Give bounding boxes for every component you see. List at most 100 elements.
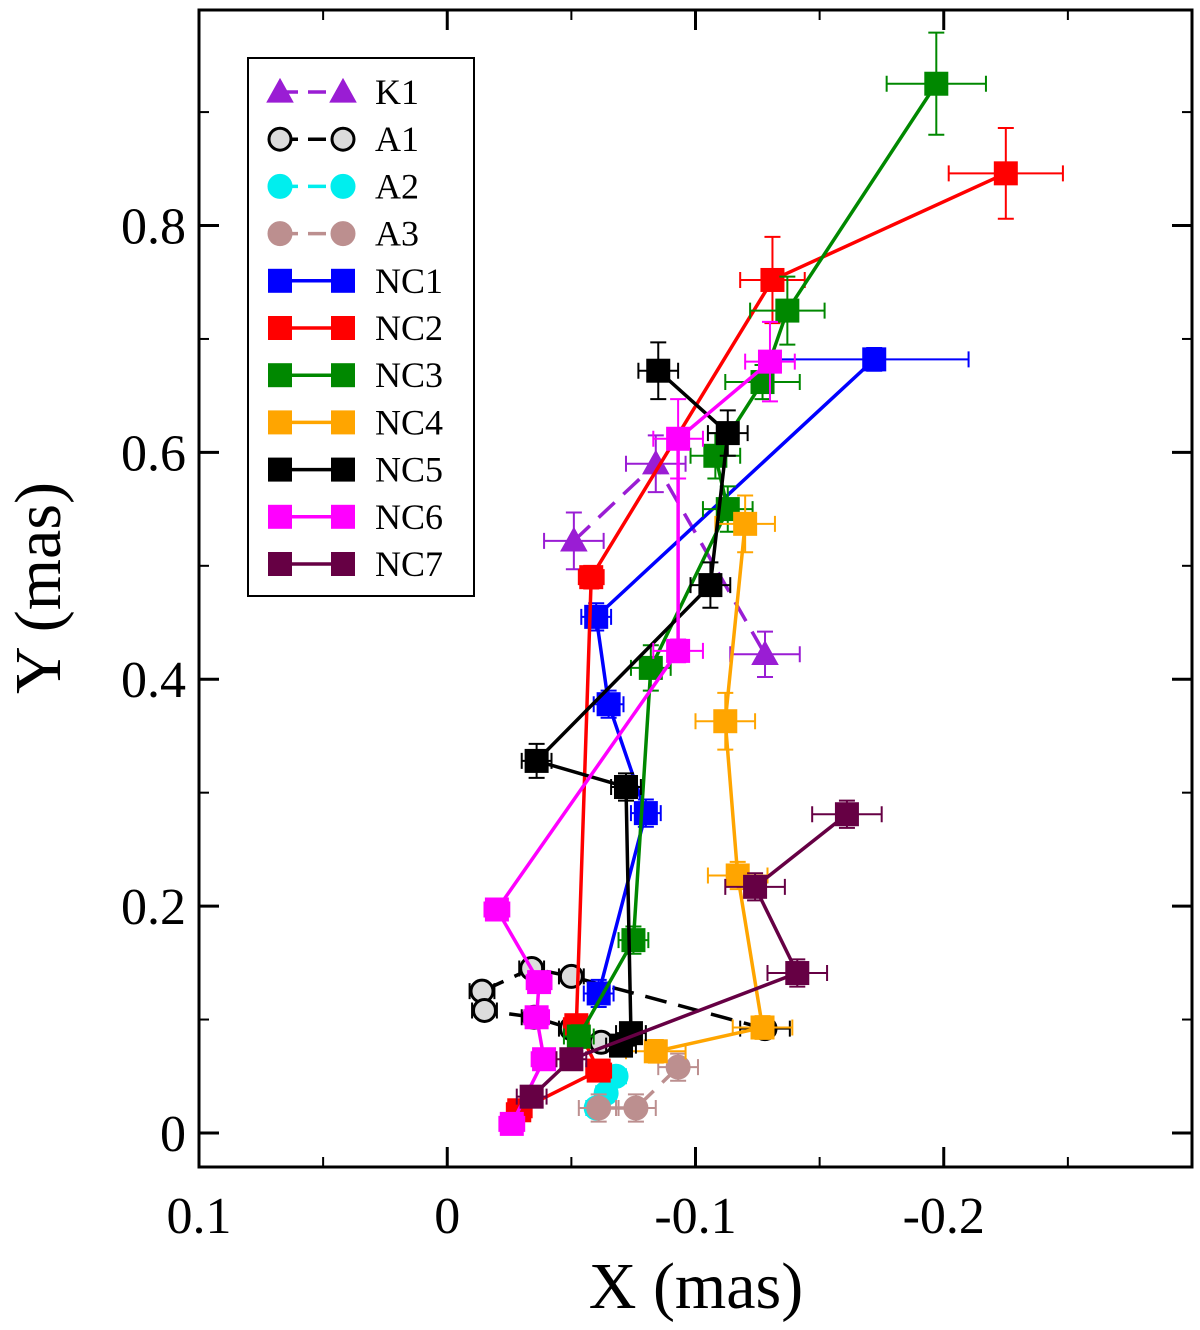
data-point [527,970,552,995]
data-point [524,1005,549,1030]
y-axis-label: Y (mas) [2,482,75,694]
series-a3 [577,1052,699,1123]
data-point [560,526,588,552]
legend-entry-nc7: NC7 [268,544,443,584]
data-point [666,638,691,663]
series-line-nc1 [594,358,876,994]
legend-marker [330,221,356,247]
y-tick-label: 0.4 [121,652,186,709]
data-point [613,775,638,800]
y-tick-label: 0.8 [121,199,186,256]
y-tick-label: 0 [160,1106,186,1163]
legend-marker [266,77,294,103]
data-point [499,1111,524,1136]
legend-entry-nc1: NC1 [268,261,443,301]
legend-entry-nc2: NC2 [268,308,443,348]
data-point [862,347,887,372]
legend-marker [329,77,357,103]
series-line-nc4 [655,523,765,1054]
legend-marker [268,552,292,576]
data-point [715,421,740,446]
legend-marker [268,410,292,435]
series-nc5 [520,341,749,1058]
data-point [924,71,949,96]
data-point [633,801,658,826]
legend-entry-nc6: NC6 [268,497,443,537]
series-nc1 [580,347,970,1009]
data-point [586,1095,612,1121]
data-point [785,961,810,986]
legend-entry-k1: K1 [266,72,419,112]
data-point [596,692,621,717]
data-point [471,997,497,1023]
legend-marker [268,504,292,529]
legend-marker [331,552,355,576]
legend-marker [330,126,356,152]
legend-marker [268,363,292,388]
legend-marker [331,316,355,340]
data-point [665,1054,691,1080]
data-point [621,928,646,953]
legend-entry-nc4: NC4 [268,402,443,442]
legend-label: NC7 [375,544,443,584]
data-point [751,640,779,665]
legend-marker [267,126,293,152]
x-axis-label: X (mas) [589,1250,803,1323]
data-point [519,1084,544,1109]
legend-marker [268,457,292,482]
data-point [532,1047,557,1072]
legend-entry-nc3: NC3 [268,355,443,395]
legend-marker [331,410,355,435]
legend-marker [331,363,355,388]
data-point [623,1095,649,1121]
series-nc6 [483,320,796,1136]
legend: K1 A1 A2 A3 NC1 NC2 NC3 NC4 NC5 NC6 NC7 [247,57,475,597]
legend-marker [331,457,355,482]
data-point [484,897,509,922]
x-tick-label: -0.2 [903,1188,985,1245]
legend-marker [267,173,293,199]
legend-entry-a2: A2 [267,166,419,206]
data-point [733,511,758,536]
y-tick-label: 0.6 [121,425,186,482]
y-tick-label: 0.2 [121,879,186,936]
data-point [750,1015,775,1040]
legend-entry-a3: A3 [267,214,419,254]
data-point [834,802,859,827]
legend-label: NC6 [375,497,443,537]
legend-label: A3 [375,214,419,254]
data-point [579,565,604,590]
legend-entry-a1: A1 [267,119,419,159]
data-point [743,874,768,899]
series-nc4 [624,494,794,1064]
data-point [698,573,723,598]
legend-marker [268,316,292,340]
legend-label: K1 [375,72,419,112]
data-point [524,748,549,773]
legend-label: A1 [375,119,419,159]
legend-marker [267,221,293,247]
x-tick-label: 0.1 [167,1188,232,1245]
data-point [566,1024,591,1049]
legend-marker [331,268,355,293]
legend-label: NC1 [375,261,443,301]
data-point [760,267,785,292]
data-point [775,298,800,323]
data-point [646,358,671,383]
legend-label: NC3 [375,355,443,395]
legend-label: NC5 [375,450,443,490]
legend-marker [330,173,356,199]
legend-entry-nc5: NC5 [268,450,443,490]
x-tick-label: 0 [434,1188,460,1245]
series-line-nc2 [518,171,1007,1112]
data-point [666,426,691,451]
data-point [586,1058,611,1083]
legend-marker [331,504,355,529]
ticks-layer: 0.1 0 -0.1 -0.2 0 0.2 0.4 0.6 0.8 [121,10,1192,1245]
series-layer [468,31,1064,1136]
x-tick-label: -0.1 [654,1188,736,1245]
data-point [638,655,663,680]
data-point [559,1047,584,1072]
